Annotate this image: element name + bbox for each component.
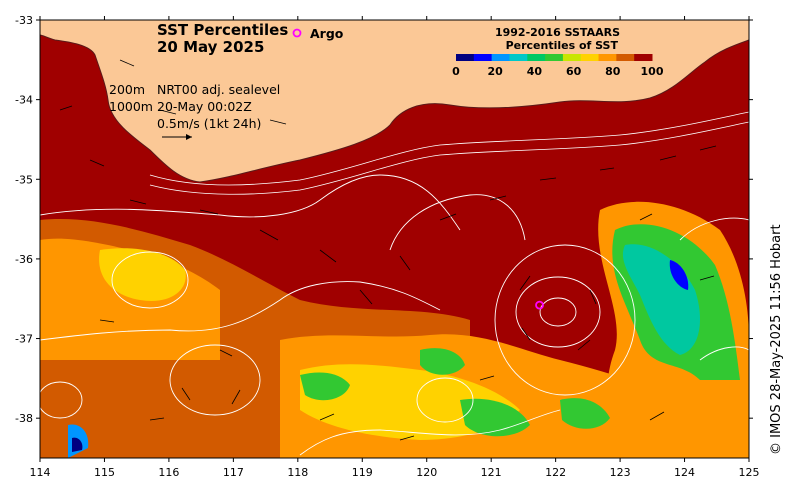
sst-region-green-3: [460, 398, 530, 437]
lat-tick-label: -34: [15, 94, 33, 107]
lat-tick-label: -33: [15, 14, 33, 27]
legend-title-line1: 1992-2016 SSTAARS: [495, 26, 620, 39]
lat-tick-label: -36: [15, 253, 33, 266]
sst-region-blue-east: [669, 260, 689, 290]
legend-tick-label: 40: [527, 65, 543, 78]
lat-tick-label: -35: [15, 173, 33, 186]
lon-tick-label: 116: [158, 466, 179, 479]
isobath-1000m: [149, 121, 749, 195]
legend-color-swatch: [616, 54, 635, 61]
lon-tick-label: 120: [416, 466, 437, 479]
legend-color-swatch: [598, 54, 617, 61]
legend-color-swatch: [456, 54, 475, 61]
legend-title-line2: Percentiles of SST: [506, 39, 619, 52]
lon-tick-label: 124: [674, 466, 695, 479]
latitude-axis: -33 -34 -35 -36 -37 -38: [15, 14, 753, 425]
coastline: [40, 34, 749, 183]
sst-region-navy-sw: [72, 437, 83, 452]
sst-region-yellow-west: [99, 248, 186, 301]
argo-legend-label: Argo: [310, 26, 344, 41]
info-product: NRT00 adj. sealevel: [157, 82, 280, 97]
lon-tick-label: 125: [739, 466, 760, 479]
legend-color-swatch: [473, 54, 493, 61]
info-depth-1000m: 1000m: [109, 99, 153, 114]
sealevel-contours: [40, 174, 749, 456]
scale-arrow-head: [186, 134, 192, 140]
argo-legend-icon: [292, 28, 302, 38]
legend-color-swatch: [545, 54, 564, 61]
sst-region-green-1: [300, 372, 350, 401]
legend-color-swatch: [580, 54, 600, 61]
lon-tick-label: 119: [352, 466, 373, 479]
info-time: 20-May 00:02Z: [157, 99, 252, 114]
lon-tick-label: 117: [223, 466, 244, 479]
legend-tick-label: 0: [452, 65, 460, 78]
legend-tick-labels: 0 20 40 60 80 100: [452, 65, 664, 78]
argo-float-marker[interactable]: [535, 300, 544, 310]
legend-tick-label: 80: [605, 65, 621, 78]
info-scale: 0.5m/s (1kt 24h): [157, 116, 261, 131]
plot-frame: [39, 19, 750, 459]
info-depth-200m: 200m: [109, 82, 145, 97]
map-plot-area[interactable]: [38, 20, 749, 458]
lat-tick-label: -38: [15, 412, 33, 425]
lat-tick-label: -37: [15, 333, 33, 346]
lon-tick-label: 121: [481, 466, 502, 479]
legend-tick-label: 100: [641, 65, 664, 78]
legend-color-swatch: [527, 54, 546, 61]
lon-tick-label: 114: [30, 466, 51, 479]
longitude-axis: 114 115 116 117 118 119 120 121 122 123 124 125: [30, 16, 760, 479]
legend-colorbar: [456, 54, 653, 61]
legend-color-swatch: [562, 54, 582, 61]
sst-region-green-4: [560, 398, 610, 429]
lon-tick-label: 115: [94, 466, 115, 479]
legend-color-swatch: [491, 54, 510, 61]
isobath-200m: [149, 111, 749, 186]
legend-color-swatch: [634, 54, 653, 61]
sst-region-green-2: [420, 348, 465, 375]
lon-tick-label: 123: [610, 466, 631, 479]
legend-tick-label: 20: [488, 65, 504, 78]
map-title-line2: 20 May 2025: [157, 38, 264, 56]
credit-text: © IMOS 28-May-2025 11:56 Hobart: [769, 224, 784, 455]
map-title-line1: SST Percentiles: [157, 21, 288, 39]
legend-tick-label: 60: [566, 65, 582, 78]
lon-tick-label: 118: [287, 466, 308, 479]
lon-tick-label: 122: [545, 466, 566, 479]
current-vectors: [59, 59, 717, 441]
legend-color-swatch: [509, 54, 528, 61]
